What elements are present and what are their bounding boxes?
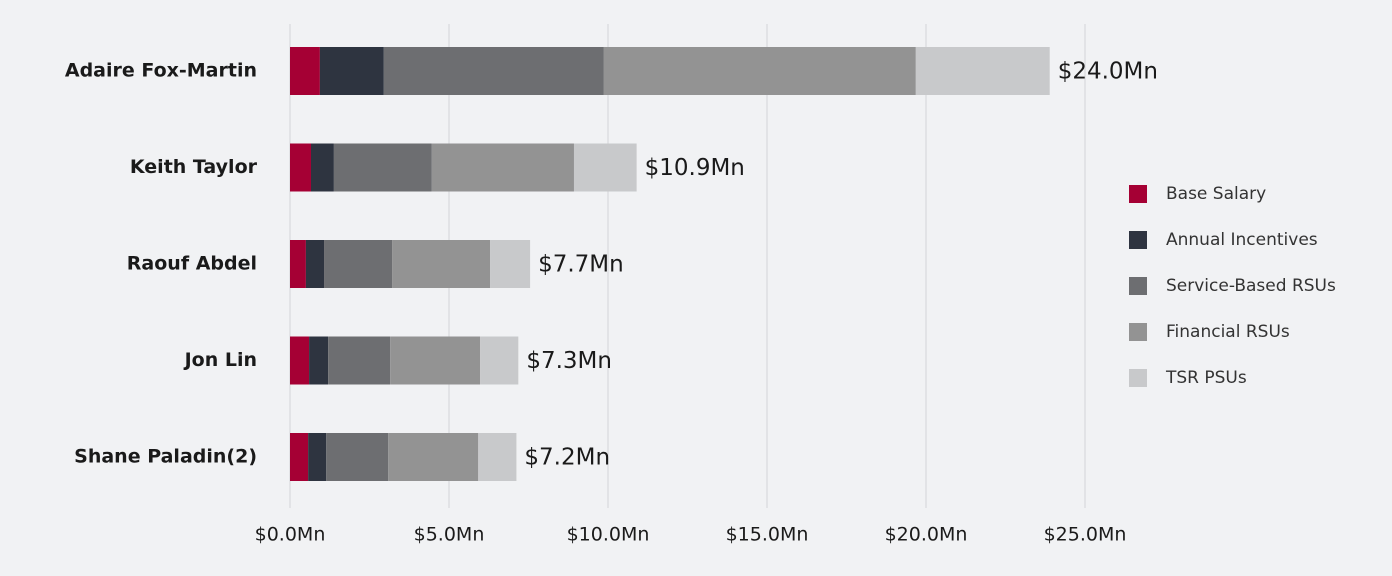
category-label: Shane Paladin(2) bbox=[74, 446, 257, 468]
total-label: $10.9Mn bbox=[645, 155, 745, 181]
bar-segment bbox=[392, 240, 491, 288]
bar-segment bbox=[290, 240, 306, 288]
category-label: Keith Taylor bbox=[130, 156, 258, 178]
bar-segment bbox=[480, 336, 519, 385]
x-tick-label: $20.0Mn bbox=[885, 524, 968, 546]
bar-segment bbox=[305, 240, 325, 288]
x-tick-label: $25.0Mn bbox=[1044, 524, 1127, 546]
bar-segment bbox=[324, 240, 393, 288]
bar-segment bbox=[326, 433, 389, 481]
bar-segment bbox=[490, 240, 531, 288]
legend-label: Annual Incentives bbox=[1166, 230, 1318, 250]
bar-segment bbox=[383, 47, 604, 95]
x-tick-label: $0.0Mn bbox=[255, 524, 326, 546]
legend-swatch bbox=[1129, 369, 1147, 387]
total-label: $7.2Mn bbox=[524, 445, 610, 471]
legend-label: Financial RSUs bbox=[1166, 322, 1290, 342]
bar-segment bbox=[290, 143, 311, 192]
bar-segment bbox=[328, 336, 391, 385]
total-label: $7.7Mn bbox=[538, 252, 624, 278]
x-tick-label: $15.0Mn bbox=[726, 524, 809, 546]
bar-segment bbox=[478, 433, 517, 481]
bar-segment bbox=[390, 336, 481, 385]
bar-segment bbox=[290, 336, 310, 385]
bar-segment bbox=[319, 47, 384, 95]
category-label: Raouf Abdel bbox=[127, 253, 257, 275]
bar-segment bbox=[290, 47, 320, 95]
legend-label: TSR PSUs bbox=[1165, 368, 1247, 388]
category-label: Jon Lin bbox=[183, 349, 257, 371]
legend-swatch bbox=[1129, 277, 1147, 295]
total-label: $7.3Mn bbox=[526, 348, 612, 374]
legend-label: Service-Based RSUs bbox=[1166, 276, 1336, 296]
bar-segment bbox=[603, 47, 916, 95]
bar-segment bbox=[290, 433, 309, 481]
bar-segment bbox=[573, 143, 637, 192]
bar-segment bbox=[308, 433, 327, 481]
x-tick-label: $5.0Mn bbox=[414, 524, 485, 546]
total-label: $24.0Mn bbox=[1058, 59, 1158, 85]
legend-swatch bbox=[1129, 231, 1147, 249]
legend-swatch bbox=[1129, 323, 1147, 341]
legend-swatch bbox=[1129, 185, 1147, 203]
bar-segment bbox=[310, 143, 334, 192]
bar-segment bbox=[333, 143, 432, 192]
bar-segment bbox=[388, 433, 479, 481]
bar-segment bbox=[309, 336, 329, 385]
legend-label: Base Salary bbox=[1166, 184, 1266, 204]
bar-segment bbox=[431, 143, 574, 192]
category-label: Adaire Fox-Martin bbox=[65, 60, 257, 82]
bar-segment bbox=[915, 47, 1050, 95]
x-tick-label: $10.0Mn bbox=[567, 524, 650, 546]
